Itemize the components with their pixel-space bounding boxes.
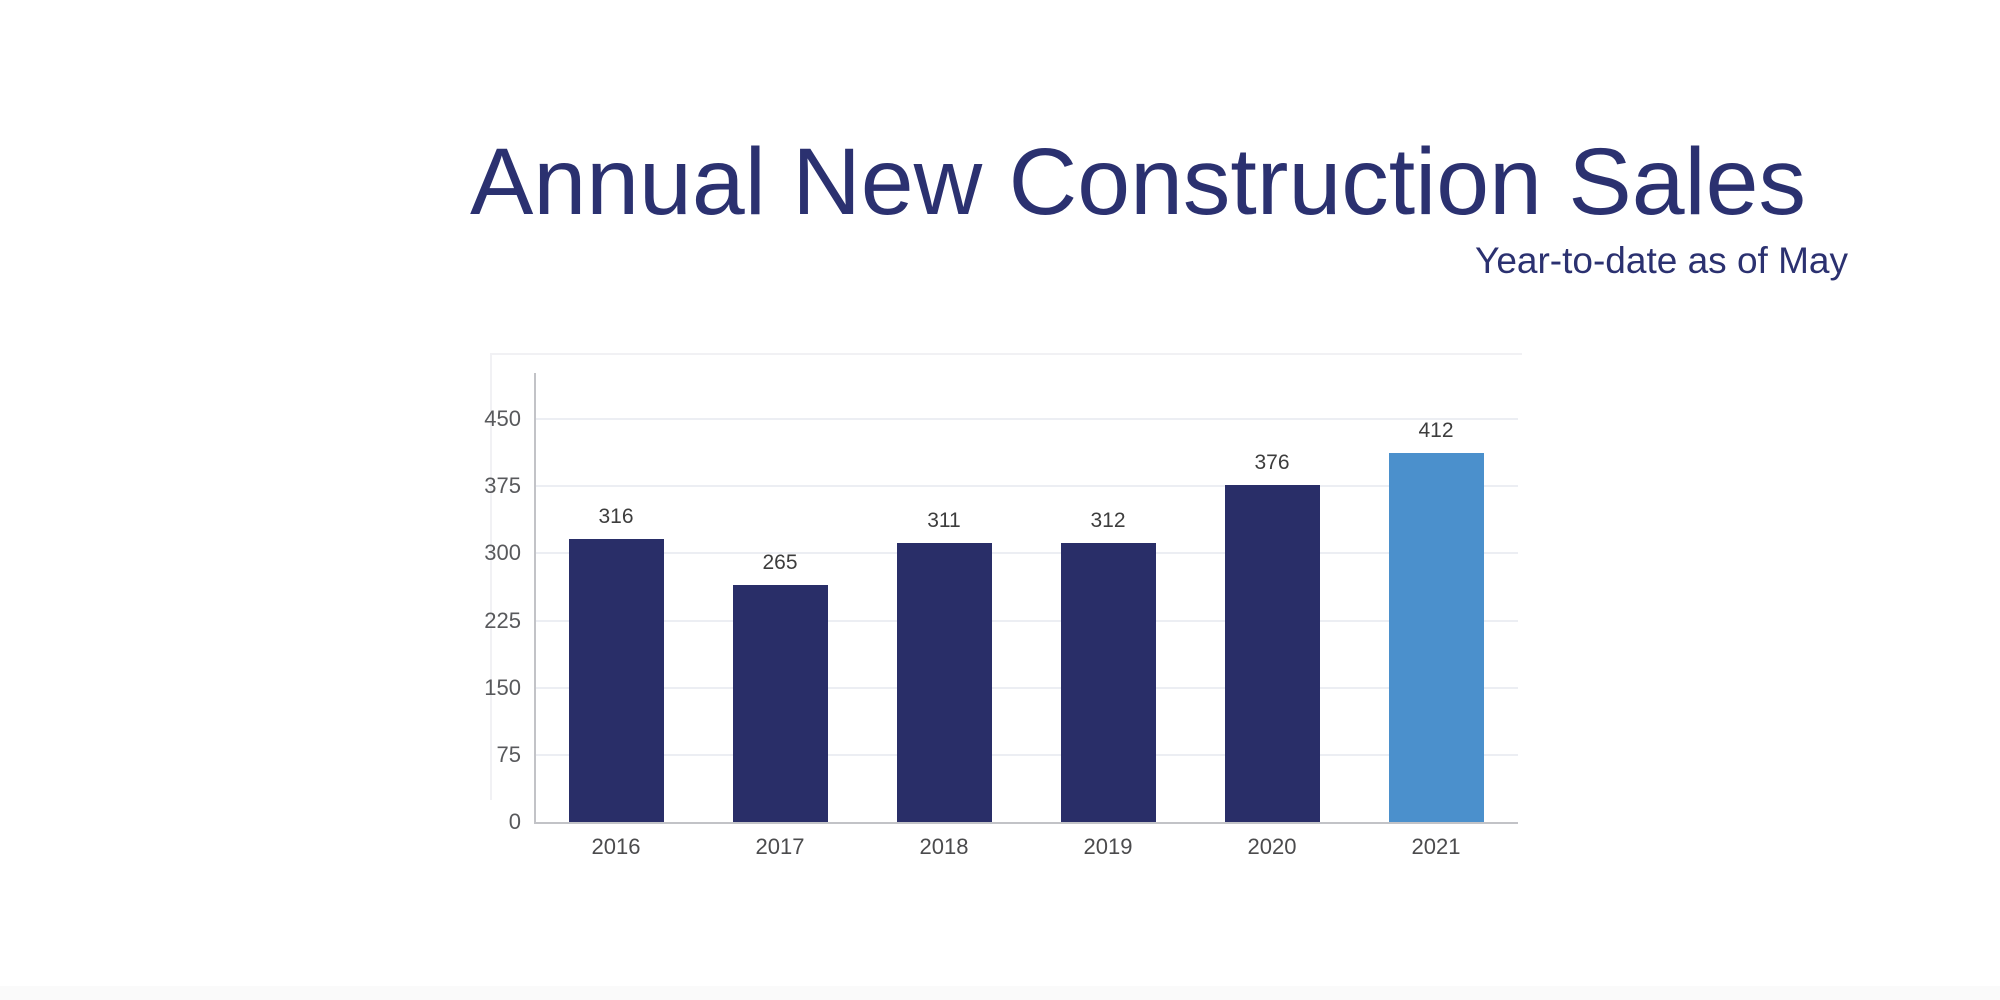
x-tick-label: 2017 [755, 834, 805, 859]
x-tick-label: 2021 [1411, 834, 1461, 859]
x-tick-label: 2016 [591, 834, 641, 859]
y-gridline [535, 485, 1518, 487]
page-subtitle: Year-to-date as of May [1475, 240, 1848, 281]
plot-frame-top-line [490, 353, 1522, 355]
page-title: Annual New Construction Sales [470, 129, 1806, 235]
y-tick-label: 225 [484, 608, 521, 633]
y-tick-label: 0 [508, 809, 521, 834]
bar-value-label: 376 [1254, 451, 1290, 474]
bar-value-label: 316 [598, 505, 634, 528]
bottom-edge-strip [0, 986, 2000, 1000]
bar [1225, 485, 1320, 822]
y-gridline [535, 620, 1518, 622]
y-tick-label: 450 [484, 406, 521, 431]
x-tick-label: 2020 [1247, 834, 1297, 859]
bar [897, 543, 992, 822]
bar-value-label: 311 [927, 509, 961, 532]
x-tick-label: 2018 [919, 834, 969, 859]
x-axis-line [534, 822, 1518, 824]
y-gridline [535, 418, 1518, 420]
bar-highlighted [1389, 453, 1484, 822]
y-tick-label: 75 [496, 742, 521, 767]
bar [1061, 543, 1156, 822]
y-gridline [535, 552, 1518, 554]
bar [569, 539, 664, 822]
bar-value-label: 412 [1418, 419, 1454, 442]
bar [733, 585, 828, 822]
y-tick-label: 300 [484, 540, 521, 565]
y-tick-label: 150 [484, 675, 521, 700]
bar-value-label: 265 [762, 551, 798, 574]
plot-frame-left-line [490, 353, 492, 800]
bar-value-label: 312 [1090, 509, 1126, 532]
y-gridline [535, 754, 1518, 756]
y-tick-label: 375 [484, 473, 521, 498]
x-tick-label: 2019 [1083, 834, 1133, 859]
y-axis-line [534, 373, 536, 824]
y-gridline [535, 687, 1518, 689]
